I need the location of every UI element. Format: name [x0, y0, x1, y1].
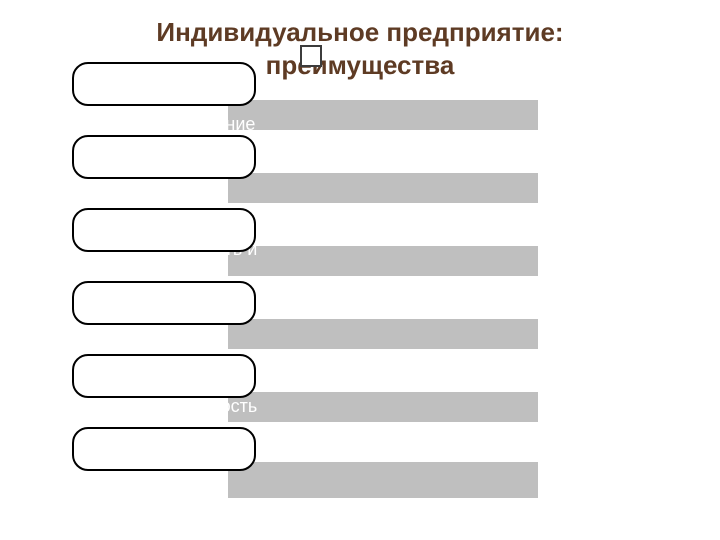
bg-text-fragment: Получение всего [76, 183, 217, 206]
white-box-2 [72, 135, 256, 179]
gray-bar-2 [228, 173, 538, 203]
gray-bar-3 [228, 246, 538, 276]
gray-bar-4 [228, 319, 538, 349]
white-box-3 [72, 208, 256, 252]
white-box-1 [72, 62, 256, 106]
white-box-5 [72, 354, 256, 398]
white-box-6 [72, 427, 256, 471]
title-line-1: Индивидуальное предприятие: [156, 17, 563, 47]
white-box-4 [72, 281, 256, 325]
gray-bar-1 [228, 100, 538, 130]
gray-bar-6 [228, 462, 538, 498]
slide: Индивидуальное предприятие: преимущества… [0, 0, 720, 540]
bg-text-fragment: Беспрепятственность [76, 395, 257, 418]
gray-bar-5 [228, 392, 538, 422]
bullet-icon [300, 45, 322, 67]
title-line-2: преимущества [266, 50, 455, 80]
